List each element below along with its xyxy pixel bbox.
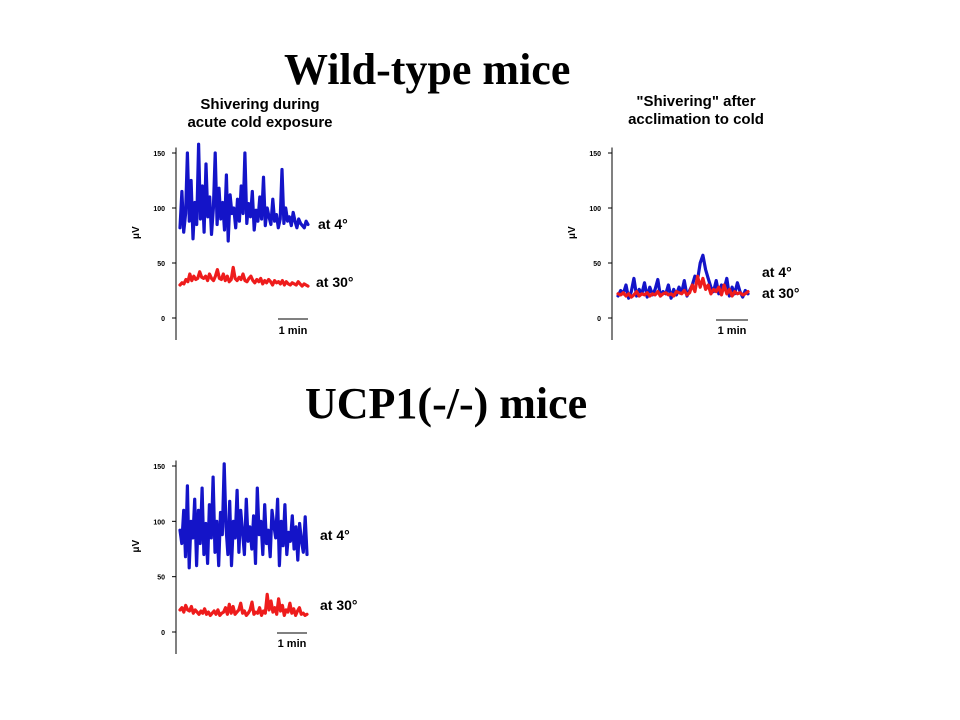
y-tick-label: 50 bbox=[157, 261, 165, 268]
scale-bar-label: 1 min bbox=[718, 325, 747, 337]
y-tick-label: 150 bbox=[153, 464, 165, 471]
series-line-at-4 bbox=[178, 142, 310, 243]
y-tick-label: 100 bbox=[153, 206, 165, 213]
y-axis-label: μV bbox=[131, 226, 142, 239]
series-line-at-4 bbox=[178, 462, 309, 570]
y-tick-label: 0 bbox=[161, 630, 165, 637]
series-label-at-4: at 4° bbox=[320, 527, 350, 543]
y-tick-label: 150 bbox=[589, 151, 601, 158]
series-line-at-4 bbox=[616, 253, 750, 300]
series-line-at-30 bbox=[178, 592, 309, 618]
series-label-at-4: at 4° bbox=[318, 216, 348, 232]
y-tick-label: 100 bbox=[153, 519, 165, 526]
y-axis-label: μV bbox=[567, 226, 578, 239]
panel-2-title: "Shivering" after acclimation to cold bbox=[596, 93, 796, 129]
panel-2-title-line-2: acclimation to cold bbox=[628, 111, 764, 128]
y-tick-label: 100 bbox=[589, 206, 601, 213]
scale-bar-label: 1 min bbox=[279, 325, 308, 337]
series-line-at-30 bbox=[616, 274, 750, 299]
ucp1-heading: UCP1(-/-) mice bbox=[305, 379, 588, 428]
series-label-at-30: at 30° bbox=[316, 274, 354, 290]
wild-type-heading: Wild-type mice bbox=[284, 45, 571, 94]
y-tick-label: 150 bbox=[153, 151, 165, 158]
series-label-at-30: at 30° bbox=[762, 285, 800, 301]
y-tick-label: 0 bbox=[161, 316, 165, 323]
chart-3: 0 50 100 150 μV at 4° at 30° 1 min bbox=[131, 460, 358, 654]
chart-2: 0 50 100 150 μV at 4° at 30° 1 min bbox=[567, 147, 800, 340]
y-tick-label: 0 bbox=[597, 316, 601, 323]
panel-1-title: Shivering during acute cold exposure bbox=[160, 96, 360, 132]
y-axis-label: μV bbox=[131, 540, 142, 553]
series-line-at-30 bbox=[178, 265, 310, 288]
chart-1: 0 50 100 150 μV at 4° at 30° 1 min bbox=[131, 142, 354, 340]
panel-2-title-line-1: "Shivering" after bbox=[636, 93, 756, 110]
y-tick-label: 50 bbox=[593, 261, 601, 268]
series-label-at-30: at 30° bbox=[320, 597, 358, 613]
panel-1-title-line-1: Shivering during bbox=[200, 96, 320, 113]
y-tick-label: 50 bbox=[157, 575, 165, 582]
panel-1-title-line-2: acute cold exposure bbox=[187, 114, 333, 131]
scale-bar-label: 1 min bbox=[278, 638, 307, 650]
series-label-at-4: at 4° bbox=[762, 264, 792, 280]
